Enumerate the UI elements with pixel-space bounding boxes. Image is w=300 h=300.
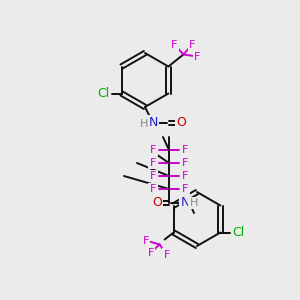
Text: N: N (148, 116, 158, 130)
Text: F: F (164, 250, 170, 260)
Text: H: H (190, 198, 198, 208)
Text: F: F (194, 52, 201, 61)
Text: F: F (182, 171, 188, 181)
Text: F: F (147, 248, 154, 257)
Text: N: N (180, 196, 190, 209)
Text: H: H (140, 119, 148, 129)
Text: Cl: Cl (98, 87, 110, 100)
Text: Cl: Cl (232, 226, 244, 239)
Text: F: F (182, 184, 188, 194)
Text: F: F (150, 171, 156, 181)
Text: F: F (171, 40, 178, 50)
Text: F: F (142, 236, 149, 245)
Text: F: F (150, 145, 156, 155)
Text: F: F (182, 145, 188, 155)
Text: F: F (150, 184, 156, 194)
Text: F: F (182, 158, 188, 168)
Text: F: F (150, 158, 156, 168)
Text: F: F (189, 40, 196, 50)
Text: O: O (152, 196, 162, 209)
Text: O: O (176, 116, 186, 130)
